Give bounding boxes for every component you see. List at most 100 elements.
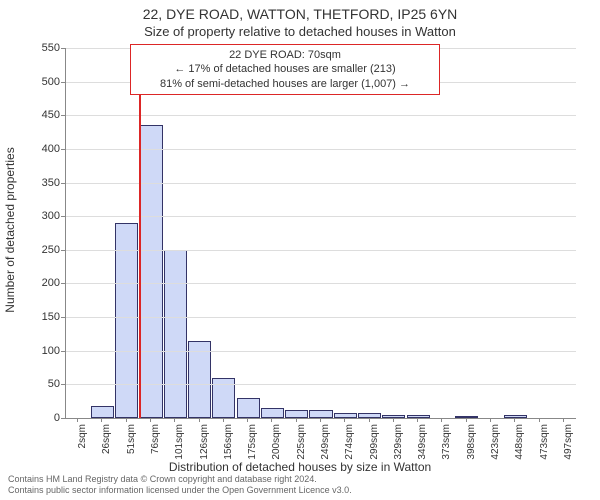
histogram-bar: [237, 398, 260, 418]
x-tick-label: 26sqm: [101, 424, 112, 464]
x-tick-mark: [320, 418, 321, 422]
x-tick-mark: [126, 418, 127, 422]
x-tick-label: 225sqm: [296, 424, 307, 464]
x-tick-label: 101sqm: [174, 424, 185, 464]
y-tick-label: 350: [30, 177, 60, 189]
x-tick-mark: [490, 418, 491, 422]
histogram-bar: [164, 250, 187, 418]
histogram-bar: [455, 416, 478, 418]
histogram-bar: [91, 406, 114, 418]
histogram-bar: [188, 341, 211, 418]
y-tick-mark: [61, 48, 65, 49]
annotation-box: 22 DYE ROAD: 70sqm ← 17% of detached hou…: [130, 44, 440, 95]
x-tick-mark: [77, 418, 78, 422]
x-tick-mark: [441, 418, 442, 422]
y-gridline: [66, 384, 576, 385]
x-tick-mark: [539, 418, 540, 422]
y-tick-label: 300: [30, 210, 60, 222]
histogram-bar: [285, 410, 308, 418]
x-tick-mark: [101, 418, 102, 422]
y-tick-label: 150: [30, 311, 60, 323]
y-tick-label: 100: [30, 345, 60, 357]
histogram-bar: [139, 125, 162, 418]
y-tick-label: 200: [30, 277, 60, 289]
histogram-bar: [334, 413, 357, 418]
x-tick-label: 2sqm: [77, 424, 88, 464]
y-gridline: [66, 216, 576, 217]
x-tick-mark: [466, 418, 467, 422]
x-tick-label: 398sqm: [466, 424, 477, 464]
y-tick-mark: [61, 82, 65, 83]
y-tick-label: 0: [30, 412, 60, 424]
y-tick-label: 50: [30, 378, 60, 390]
x-tick-mark: [223, 418, 224, 422]
plot-area: [65, 48, 576, 419]
x-tick-mark: [514, 418, 515, 422]
x-tick-label: 299sqm: [369, 424, 380, 464]
x-tick-label: 175sqm: [247, 424, 258, 464]
x-tick-label: 349sqm: [417, 424, 428, 464]
y-gridline: [66, 317, 576, 318]
histogram-bar: [115, 223, 138, 418]
y-tick-label: 550: [30, 42, 60, 54]
histogram-bar: [261, 408, 284, 418]
footer-line-1: Contains HM Land Registry data © Crown c…: [8, 474, 352, 485]
y-gridline: [66, 351, 576, 352]
x-tick-mark: [417, 418, 418, 422]
histogram-bar: [309, 410, 332, 418]
y-gridline: [66, 115, 576, 116]
x-tick-label: 497sqm: [563, 424, 574, 464]
y-tick-label: 400: [30, 143, 60, 155]
x-tick-label: 249sqm: [320, 424, 331, 464]
y-tick-mark: [61, 149, 65, 150]
y-tick-mark: [61, 216, 65, 217]
annotation-line-3: 81% of semi-detached houses are larger (…: [135, 77, 435, 91]
x-tick-label: 126sqm: [199, 424, 210, 464]
x-tick-label: 423sqm: [490, 424, 501, 464]
y-tick-mark: [61, 317, 65, 318]
y-tick-label: 500: [30, 76, 60, 88]
x-tick-mark: [369, 418, 370, 422]
x-tick-label: 329sqm: [393, 424, 404, 464]
annotation-line-2: ← 17% of detached houses are smaller (21…: [135, 62, 435, 76]
y-gridline: [66, 149, 576, 150]
chart-title-sub: Size of property relative to detached ho…: [0, 24, 600, 39]
y-axis-label: Number of detached properties: [3, 147, 17, 312]
chart-title-main: 22, DYE ROAD, WATTON, THETFORD, IP25 6YN: [0, 6, 600, 22]
annotation-line-1: 22 DYE ROAD: 70sqm: [135, 48, 435, 62]
histogram-bar: [504, 415, 527, 418]
x-tick-label: 274sqm: [344, 424, 355, 464]
y-tick-mark: [61, 183, 65, 184]
y-tick-label: 250: [30, 244, 60, 256]
x-tick-mark: [174, 418, 175, 422]
x-tick-mark: [393, 418, 394, 422]
x-tick-mark: [296, 418, 297, 422]
x-tick-mark: [247, 418, 248, 422]
x-tick-mark: [344, 418, 345, 422]
y-gridline: [66, 183, 576, 184]
y-tick-mark: [61, 351, 65, 352]
chart-container: 22, DYE ROAD, WATTON, THETFORD, IP25 6YN…: [0, 0, 600, 500]
x-tick-label: 473sqm: [539, 424, 550, 464]
reference-line: [139, 48, 141, 418]
histogram-bar: [358, 413, 381, 418]
footer-attribution: Contains HM Land Registry data © Crown c…: [8, 474, 352, 496]
x-tick-label: 156sqm: [223, 424, 234, 464]
y-gridline: [66, 250, 576, 251]
x-tick-mark: [563, 418, 564, 422]
x-tick-label: 448sqm: [514, 424, 525, 464]
bars-layer: [66, 48, 576, 418]
histogram-bar: [382, 415, 405, 418]
y-tick-mark: [61, 283, 65, 284]
x-tick-label: 51sqm: [126, 424, 137, 464]
x-tick-label: 76sqm: [150, 424, 161, 464]
y-tick-mark: [61, 384, 65, 385]
y-tick-mark: [61, 250, 65, 251]
y-gridline: [66, 283, 576, 284]
footer-line-2: Contains public sector information licen…: [8, 485, 352, 496]
x-tick-label: 200sqm: [271, 424, 282, 464]
x-tick-mark: [199, 418, 200, 422]
y-tick-mark: [61, 115, 65, 116]
x-tick-mark: [271, 418, 272, 422]
y-tick-mark: [61, 418, 65, 419]
